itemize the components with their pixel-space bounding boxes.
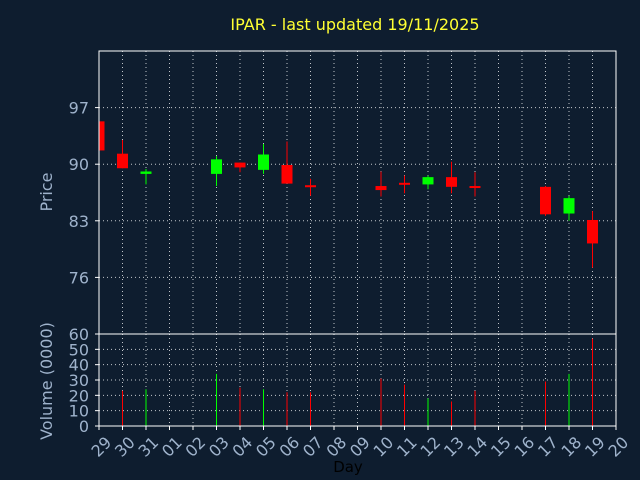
price-tick-label: 76 <box>69 268 89 287</box>
candle-body <box>305 185 316 188</box>
volume-tick-label: 0 <box>79 417 89 436</box>
price-tick-label: 83 <box>69 212 89 231</box>
x-tick-label: 20 <box>604 433 632 461</box>
grid-lines <box>98 51 617 427</box>
candle-body <box>117 153 128 169</box>
candle-body <box>540 186 551 215</box>
volume-tick-label: 60 <box>69 325 89 344</box>
candle-body <box>446 177 457 187</box>
candle-body <box>375 186 387 191</box>
volume-tick-label: 30 <box>69 371 89 390</box>
chart-title: IPAR - last updated 19/11/2025 <box>230 15 479 34</box>
price-tick-label: 97 <box>69 99 89 118</box>
volume-axis-label: Volume (0000) <box>37 322 56 440</box>
volume-tick-label: 40 <box>69 356 89 375</box>
candle-body <box>234 162 246 168</box>
price-candles <box>98 121 598 268</box>
candle-body <box>469 186 481 189</box>
candle-body <box>587 219 598 244</box>
candle-body <box>563 198 575 214</box>
price-axis-label: Price <box>37 172 56 211</box>
x-axis-label: Day <box>333 458 363 476</box>
candle-body <box>99 121 105 151</box>
volume-bars <box>122 338 593 426</box>
candle-body <box>281 165 293 184</box>
candle-body <box>399 182 410 185</box>
candle-body <box>211 159 222 174</box>
tick-labels: 9790837660504030201002930310102030405060… <box>69 99 633 461</box>
candle-body <box>140 171 152 174</box>
candle-body <box>422 177 434 185</box>
volume-tick-label: 10 <box>69 402 89 421</box>
price-tick-label: 90 <box>69 155 89 174</box>
volume-tick-label: 50 <box>69 340 89 359</box>
candle-body <box>258 154 269 170</box>
volume-tick-label: 20 <box>69 386 89 405</box>
